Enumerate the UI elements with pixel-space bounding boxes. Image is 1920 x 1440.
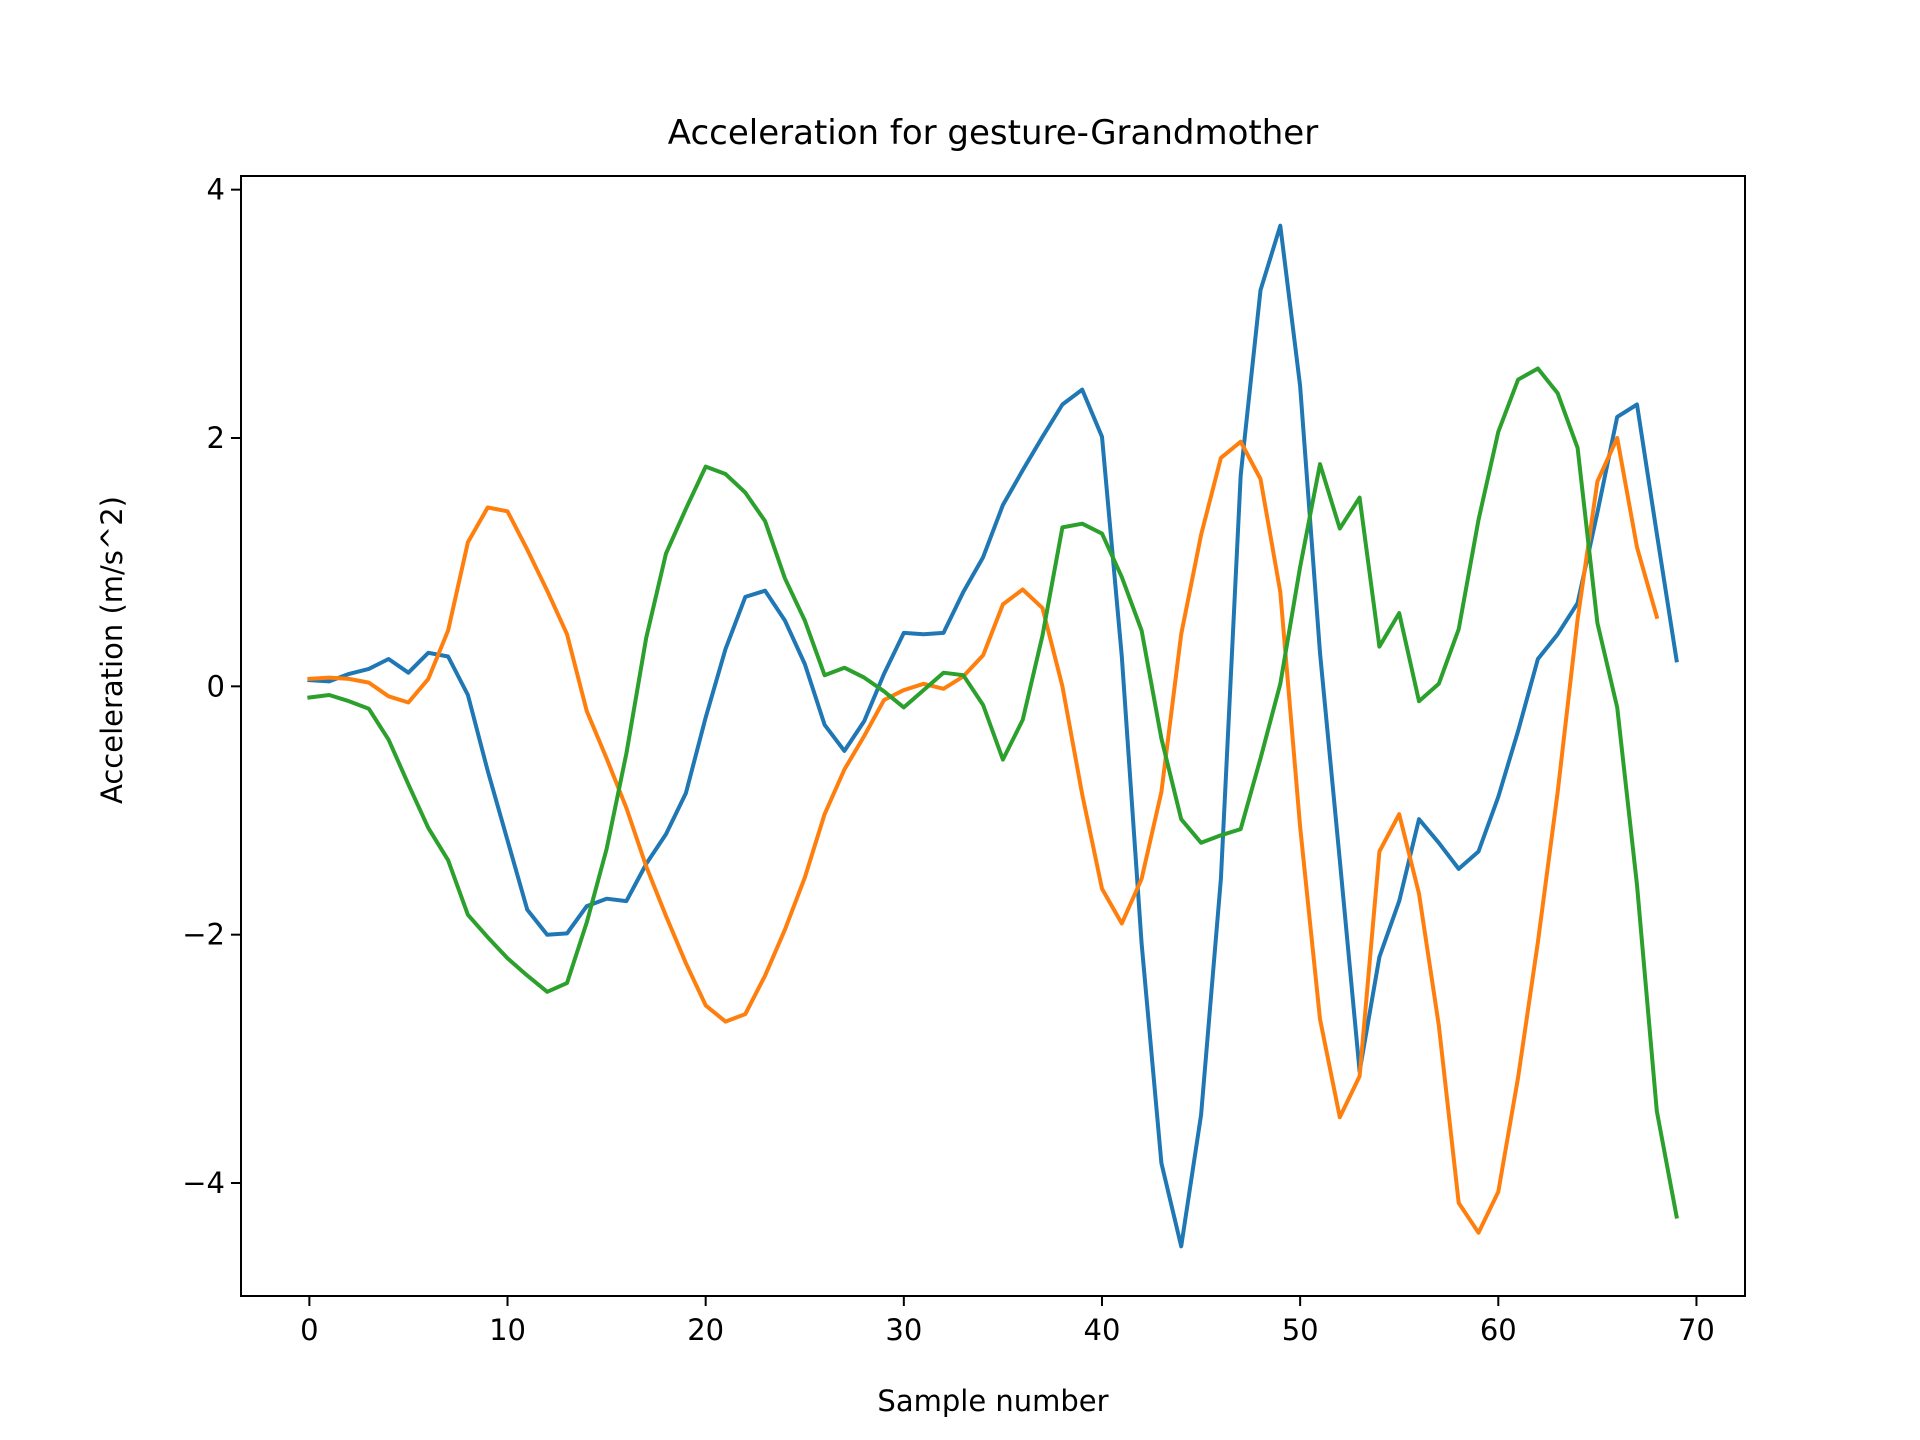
x-axis-label: Sample number [877, 1384, 1108, 1418]
x-tick-label: 50 [1282, 1313, 1319, 1347]
x-axis: 0 10 20 30 40 50 60 70 [300, 1296, 1715, 1347]
x-tick-label: 10 [489, 1313, 526, 1347]
y-tick-label: 0 [207, 669, 225, 703]
x-tick-label: 60 [1480, 1313, 1517, 1347]
series-line-3 [307, 366, 1679, 1219]
x-tick-label: 70 [1678, 1313, 1715, 1347]
x-tick-label: 40 [1084, 1313, 1121, 1347]
x-tick-label: 20 [687, 1313, 724, 1347]
series-line-1 [307, 223, 1679, 1249]
x-tick-label: 30 [885, 1313, 922, 1347]
y-tick-label: −2 [182, 918, 225, 952]
y-tick-label: 4 [207, 173, 225, 207]
y-axis: −4 −2 0 2 4 [182, 173, 241, 1200]
y-tick-label: −4 [182, 1166, 225, 1200]
x-tick-label: 0 [300, 1313, 318, 1347]
plot-area [307, 223, 1679, 1249]
y-axis-label: Acceleration (m/s^2) [95, 496, 129, 804]
chart-title: Acceleration for gesture-Grandmother [668, 113, 1318, 153]
y-tick-label: 2 [207, 421, 225, 455]
series-line-2 [307, 436, 1660, 1235]
axes-frame [240, 175, 1746, 1297]
